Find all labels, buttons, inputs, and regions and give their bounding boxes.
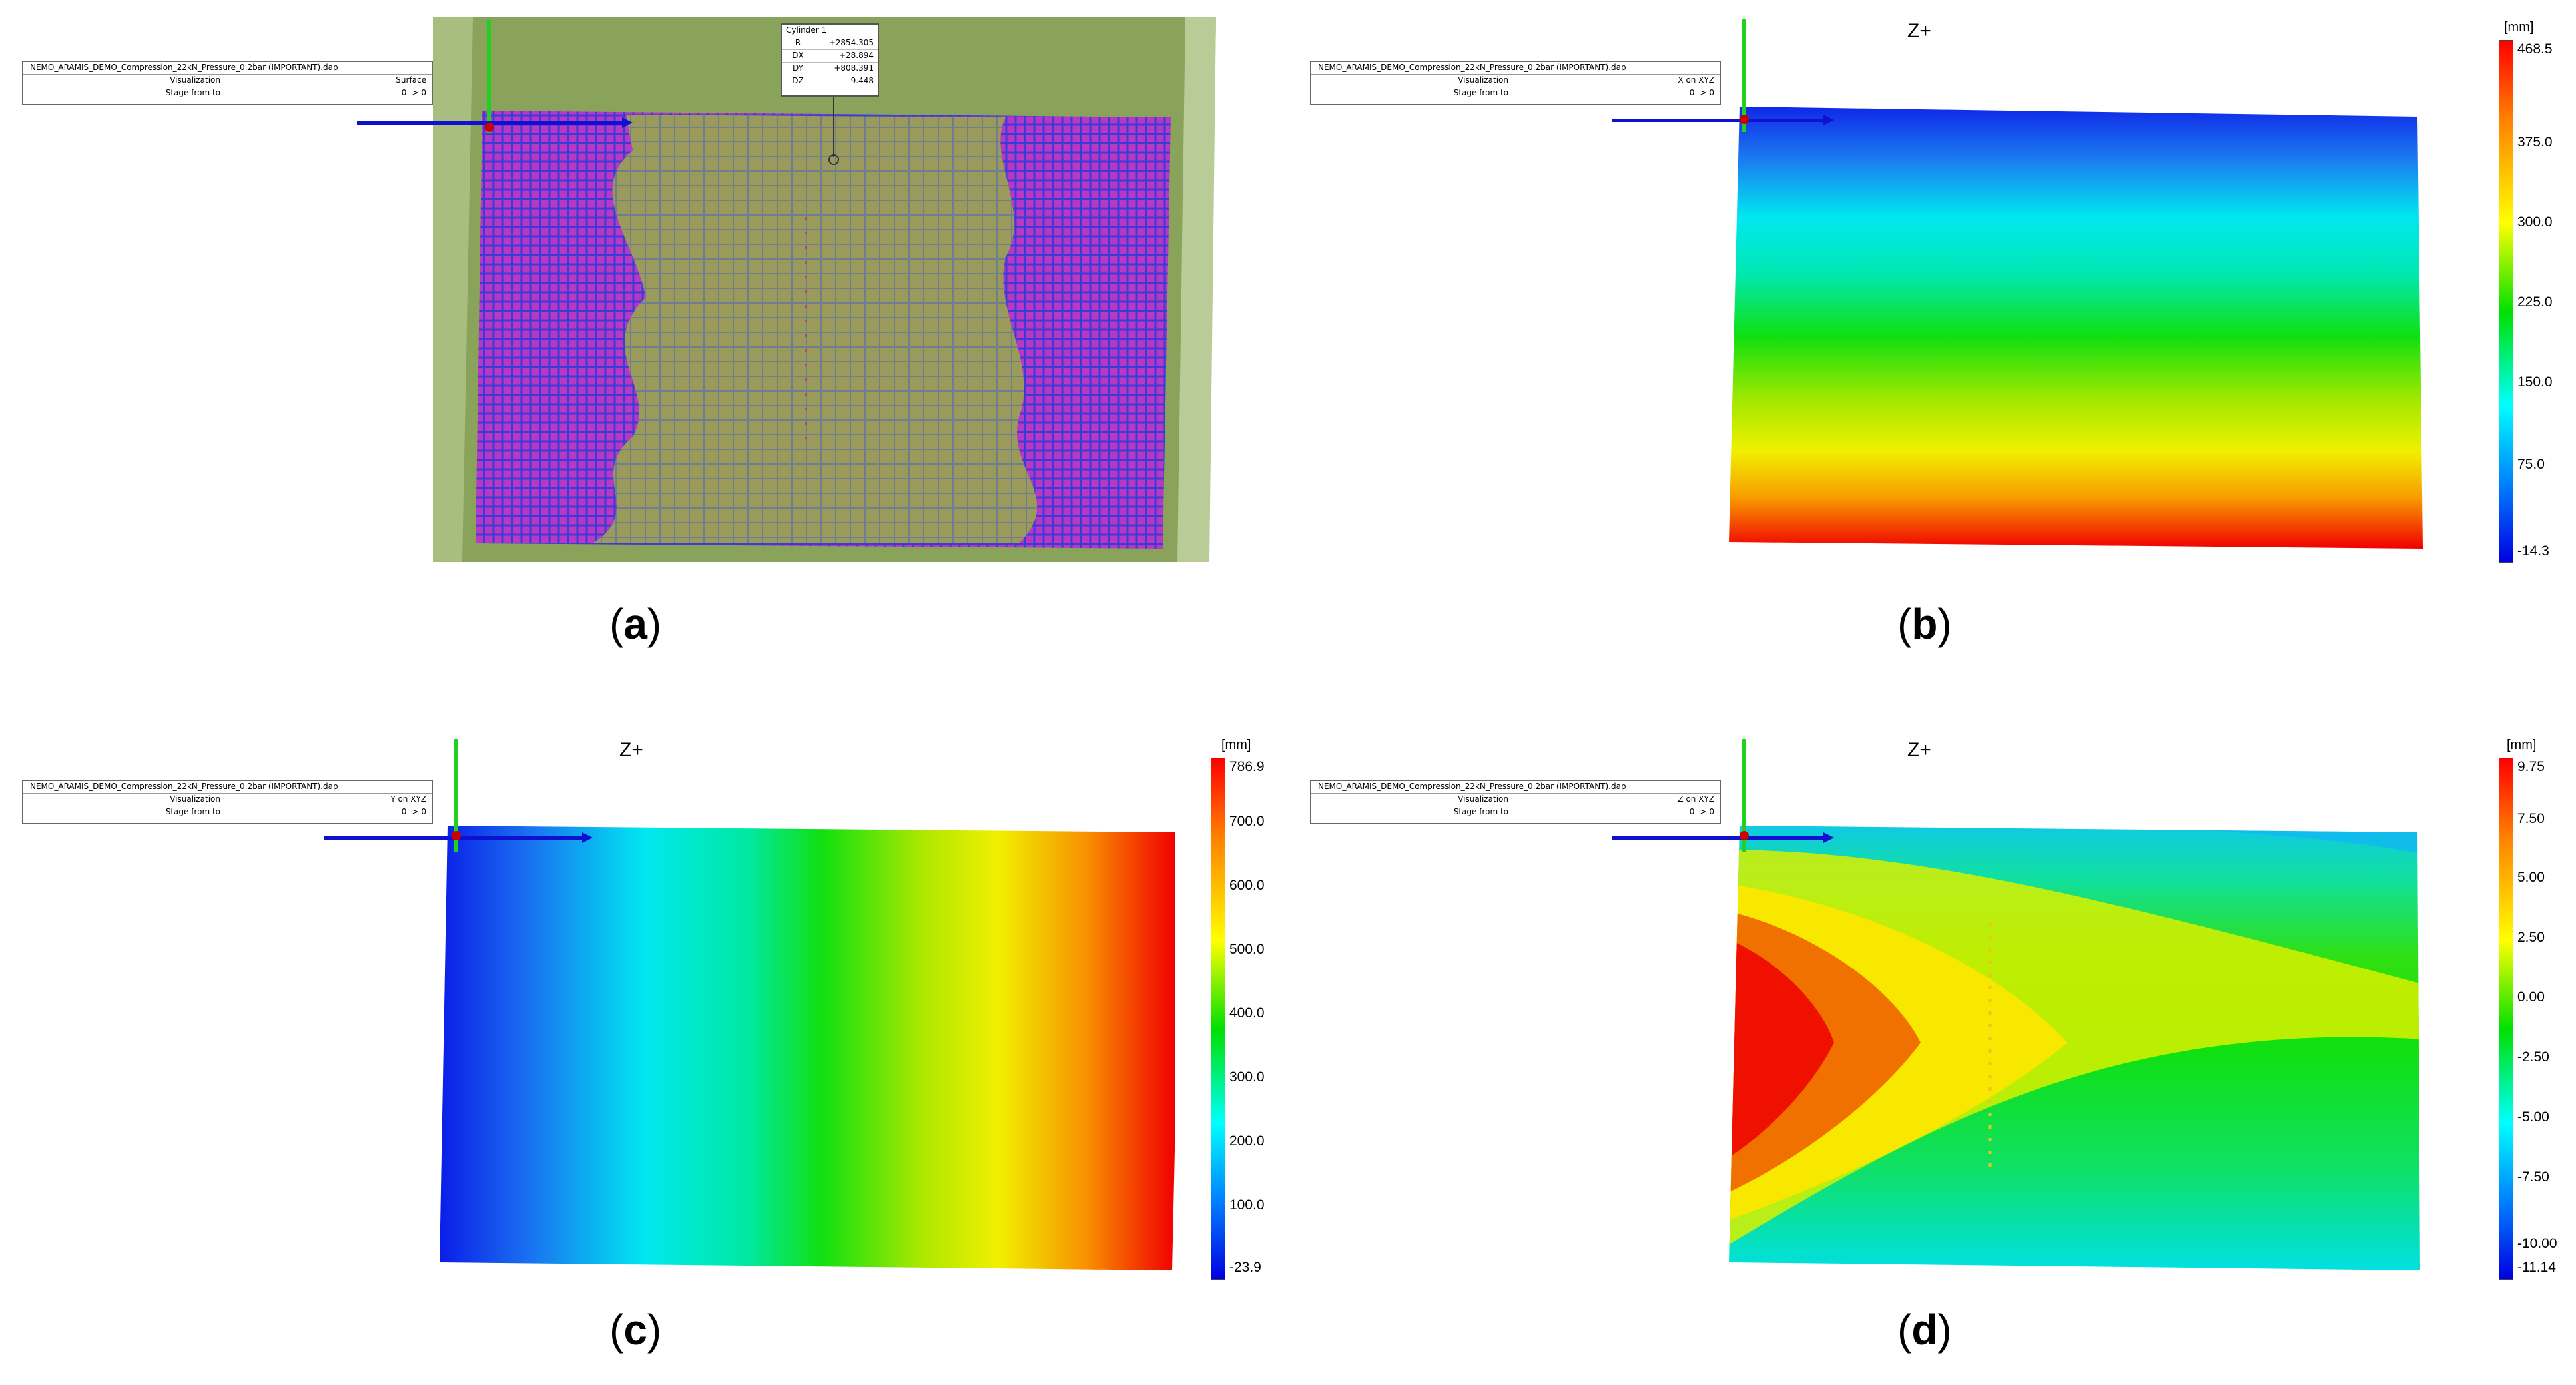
y-axis-green (1742, 19, 1746, 132)
file-name: NEMO_ARAMIS_DEMO_Compression_22kN_Pressu… (1318, 63, 1626, 72)
scale-tick: 200.0 (1229, 1133, 1265, 1149)
view-direction-label: Z+ (619, 739, 643, 761)
panel-d: NEMO_ARAMIS_DEMO_Compression_22kN_Pressu… (1288, 692, 2576, 1385)
scale-tick: 400.0 (1229, 1005, 1265, 1021)
color-scale-bar (2499, 40, 2513, 563)
visualization-value: Z on XYZ (1678, 794, 1714, 804)
scale-tick: 600.0 (1229, 878, 1265, 893)
cylinder-marker[interactable] (828, 154, 839, 165)
stage-label: Stage from to (1311, 87, 1514, 99)
x-axis-blue (1612, 832, 1834, 843)
scale-tick: 700.0 (1229, 814, 1265, 829)
info-box: NEMO_ARAMIS_DEMO_Compression_22kN_Pressu… (1310, 780, 1721, 824)
info-box: NEMO_ARAMIS_DEMO_Compression_22kN_Pressu… (22, 61, 433, 105)
scale-tick: -10.00 (2517, 1236, 2557, 1251)
color-scale-bar (1211, 758, 1225, 1280)
cylinder-name: Cylinder 1 (782, 25, 878, 37)
scale-tick: 7.50 (2517, 811, 2545, 826)
scale-unit: [mm] (1221, 738, 1251, 752)
visualization-value: X on XYZ (1678, 75, 1714, 85)
visualization-value: Surface (396, 75, 426, 85)
surface-field (440, 826, 1175, 1270)
stage-label: Stage from to (23, 87, 226, 99)
caption-b: (b) (1897, 600, 1952, 648)
stage-label: Stage from to (23, 806, 226, 818)
x-displacement-plot[interactable] (1721, 100, 2467, 566)
visualization-value: Y on XYZ (390, 794, 426, 804)
visualization-label: Visualization (23, 75, 226, 87)
cylinder-label: DX (782, 50, 814, 62)
cylinder-info-box: Cylinder 1 R +2854.305 DX +28.894 DY +808.3… (781, 23, 879, 97)
caption-c: (c) (609, 1306, 662, 1354)
panel-c: NEMO_ARAMIS_DEMO_Compression_22kN_Pressu… (0, 692, 1288, 1385)
caption-a: (a) (609, 600, 662, 648)
scale-tick: -7.50 (2517, 1169, 2549, 1185)
scale-tick: 9.75 (2517, 759, 2545, 774)
surface-viewport[interactable] (433, 17, 1216, 562)
surface-field (1729, 826, 2420, 1270)
panel-a: NEMO_ARAMIS_DEMO_Compression_22kN_Pressu… (0, 0, 1288, 692)
color-scale-bar (2499, 758, 2513, 1280)
scale-tick: 75.0 (2517, 457, 2545, 472)
mesh-center-region (593, 115, 1038, 543)
view-direction-label: Z+ (1907, 20, 1931, 42)
cylinder-label: DY (782, 63, 814, 75)
scale-unit: [mm] (2504, 20, 2534, 35)
scale-tick: 5.00 (2517, 870, 2545, 885)
scale-tick: -23.9 (1229, 1260, 1261, 1275)
stage-value: 0 -> 0 (401, 807, 426, 816)
y-displacement-plot[interactable] (433, 823, 1185, 1276)
scale-tick: 500.0 (1229, 942, 1265, 957)
caption-d: (d) (1897, 1306, 1952, 1354)
y-axis-green (454, 739, 458, 852)
scale-tick: 300.0 (2517, 214, 2553, 230)
origin-marker (1740, 831, 1749, 840)
y-axis-green (487, 20, 491, 133)
origin-marker (452, 831, 461, 840)
scale-tick: 100.0 (1229, 1197, 1265, 1213)
scale-tick: -2.50 (2517, 1049, 2549, 1065)
scale-tick: -5.00 (2517, 1109, 2549, 1125)
visualization-label: Visualization (1311, 794, 1514, 806)
x-axis-blue (1612, 115, 1834, 125)
origin-marker (1740, 115, 1749, 124)
visualization-label: Visualization (1311, 75, 1514, 87)
scale-tick: 225.0 (2517, 294, 2553, 310)
scale-tick: 375.0 (2517, 135, 2553, 150)
visualization-label: Visualization (23, 794, 226, 806)
file-name: NEMO_ARAMIS_DEMO_Compression_22kN_Pressu… (30, 782, 338, 791)
scale-tick: 468.5 (2517, 41, 2553, 57)
file-name: NEMO_ARAMIS_DEMO_Compression_22kN_Pressu… (30, 63, 338, 72)
info-box: NEMO_ARAMIS_DEMO_Compression_22kN_Pressu… (22, 780, 433, 824)
file-name: NEMO_ARAMIS_DEMO_Compression_22kN_Pressu… (1318, 782, 1626, 791)
cylinder-label: DZ (782, 75, 814, 87)
origin-marker (485, 123, 494, 132)
scale-tick: 0.00 (2517, 989, 2545, 1005)
stage-value: 0 -> 0 (1689, 88, 1714, 97)
y-axis-green (1742, 739, 1746, 852)
cylinder-value: +28.894 (838, 51, 874, 60)
view-direction-label: Z+ (1907, 739, 1931, 761)
surface-field (1729, 107, 2423, 549)
panel-b: NEMO_ARAMIS_DEMO_Compression_22kN_Pressu… (1288, 0, 2576, 692)
scale-tick: 2.50 (2517, 930, 2545, 945)
cylinder-value: +808.391 (834, 63, 874, 73)
cylinder-value: -9.448 (848, 76, 874, 85)
cylinder-value: +2854.305 (828, 38, 874, 47)
scale-unit: [mm] (2507, 738, 2537, 752)
info-box: NEMO_ARAMIS_DEMO_Compression_22kN_Pressu… (1310, 61, 1721, 105)
scale-tick: 300.0 (1229, 1069, 1265, 1085)
scale-tick: -14.3 (2517, 543, 2549, 559)
scale-tick: -11.14 (2517, 1260, 2556, 1275)
stage-label: Stage from to (1311, 806, 1514, 818)
scale-tick: 150.0 (2517, 374, 2553, 390)
cylinder-label: R (782, 37, 814, 49)
z-displacement-plot[interactable] (1721, 823, 2467, 1276)
scale-tick: 786.9 (1229, 759, 1265, 774)
stage-value: 0 -> 0 (1689, 807, 1714, 816)
stage-value: 0 -> 0 (401, 88, 426, 97)
